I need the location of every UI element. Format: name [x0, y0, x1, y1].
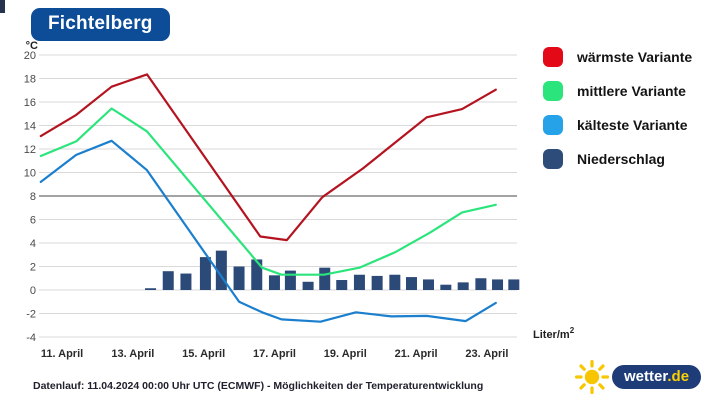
- sun-icon: [575, 360, 609, 394]
- precipitation-bar: [319, 267, 331, 290]
- svg-text:11. April: 11. April: [41, 348, 83, 360]
- precipitation-bar: [199, 257, 211, 290]
- legend-swatch-precipitation: [543, 149, 563, 169]
- svg-text:4: 4: [30, 238, 36, 250]
- precipitation-bar: [353, 274, 365, 290]
- temperature-line-middle: [39, 107, 497, 276]
- legend-label: wärmste Variante: [577, 49, 693, 65]
- wetter-de-logo: wetter.de: [575, 360, 702, 394]
- svg-text:10: 10: [24, 168, 36, 180]
- right-axis-unit: Liter/m2: [533, 326, 575, 341]
- svg-text:17. April: 17. April: [253, 348, 296, 360]
- temperature-line-coldest: [39, 139, 497, 323]
- location-title: Fichtelberg: [31, 8, 170, 41]
- svg-text:19. April: 19. April: [324, 348, 367, 360]
- svg-text:2: 2: [30, 262, 36, 274]
- precipitation-bar: [268, 275, 280, 290]
- svg-text:21. April: 21. April: [395, 348, 438, 360]
- legend-swatch-warm: [543, 47, 563, 67]
- svg-text:12: 12: [24, 144, 36, 156]
- legend-swatch-cold: [543, 115, 563, 135]
- x-axis-labels: 11. April 13. April 15. April 17. April 19. …: [41, 348, 509, 360]
- screen-corner-artifact: [0, 0, 5, 13]
- legend-item-cold: kälteste Variante: [543, 115, 692, 135]
- precipitation-bar: [233, 266, 245, 290]
- legend-item-precipitation: Niederschlag: [543, 149, 692, 169]
- precipitation-bar: [145, 288, 157, 290]
- precipitation-bar: [284, 270, 296, 290]
- data-run-note: Datenlauf: 11.04.2024 00:00 Uhr UTC (ECM…: [33, 380, 484, 392]
- precipitation-bar: [180, 273, 192, 290]
- precipitation-bar: [371, 275, 383, 290]
- svg-text:18: 18: [24, 74, 36, 86]
- chart-legend: wärmste Variante mittlere Variante kälte…: [543, 47, 692, 183]
- brand-tld: .de: [667, 368, 690, 385]
- gridlines: [39, 54, 517, 338]
- precipitation-bar: [251, 259, 263, 290]
- svg-text:23. April: 23. April: [465, 348, 508, 360]
- svg-text:13. April: 13. April: [111, 348, 154, 360]
- svg-text:6: 6: [30, 215, 36, 227]
- legend-label: mittlere Variante: [577, 83, 686, 99]
- precipitation-bar: [508, 279, 520, 290]
- precipitation-bar: [457, 282, 469, 290]
- precipitation-bar: [440, 284, 452, 290]
- precipitation-bars: [145, 250, 520, 290]
- svg-text:8: 8: [30, 191, 36, 203]
- temperature-line-warmest: [39, 73, 497, 242]
- precipitation-bar: [336, 280, 348, 290]
- precipitation-bar: [162, 271, 174, 290]
- precipitation-bar: [422, 279, 434, 290]
- svg-text:0: 0: [30, 285, 36, 297]
- precipitation-bar: [389, 274, 401, 290]
- precipitation-bar: [215, 250, 227, 290]
- brand-pill: wetter.de: [612, 365, 702, 389]
- precipitation-bar: [302, 281, 314, 290]
- svg-text:-4: -4: [26, 332, 36, 344]
- y-axis-unit: °C: [26, 40, 38, 52]
- brand-name: wetter: [624, 368, 668, 385]
- svg-text:14: 14: [24, 121, 36, 133]
- precipitation-bar: [475, 278, 487, 290]
- precipitation-bar: [492, 279, 504, 290]
- precipitation-bar: [405, 277, 417, 290]
- svg-text:16: 16: [24, 97, 36, 109]
- legend-item-warm: wärmste Variante: [543, 47, 692, 67]
- svg-text:20: 20: [24, 50, 36, 62]
- legend-swatch-middle: [543, 81, 563, 101]
- legend-label: Niederschlag: [577, 151, 665, 167]
- svg-text:15. April: 15. April: [182, 348, 225, 360]
- legend-label: kälteste Variante: [577, 117, 688, 133]
- svg-text:-2: -2: [26, 309, 36, 321]
- legend-item-middle: mittlere Variante: [543, 81, 692, 101]
